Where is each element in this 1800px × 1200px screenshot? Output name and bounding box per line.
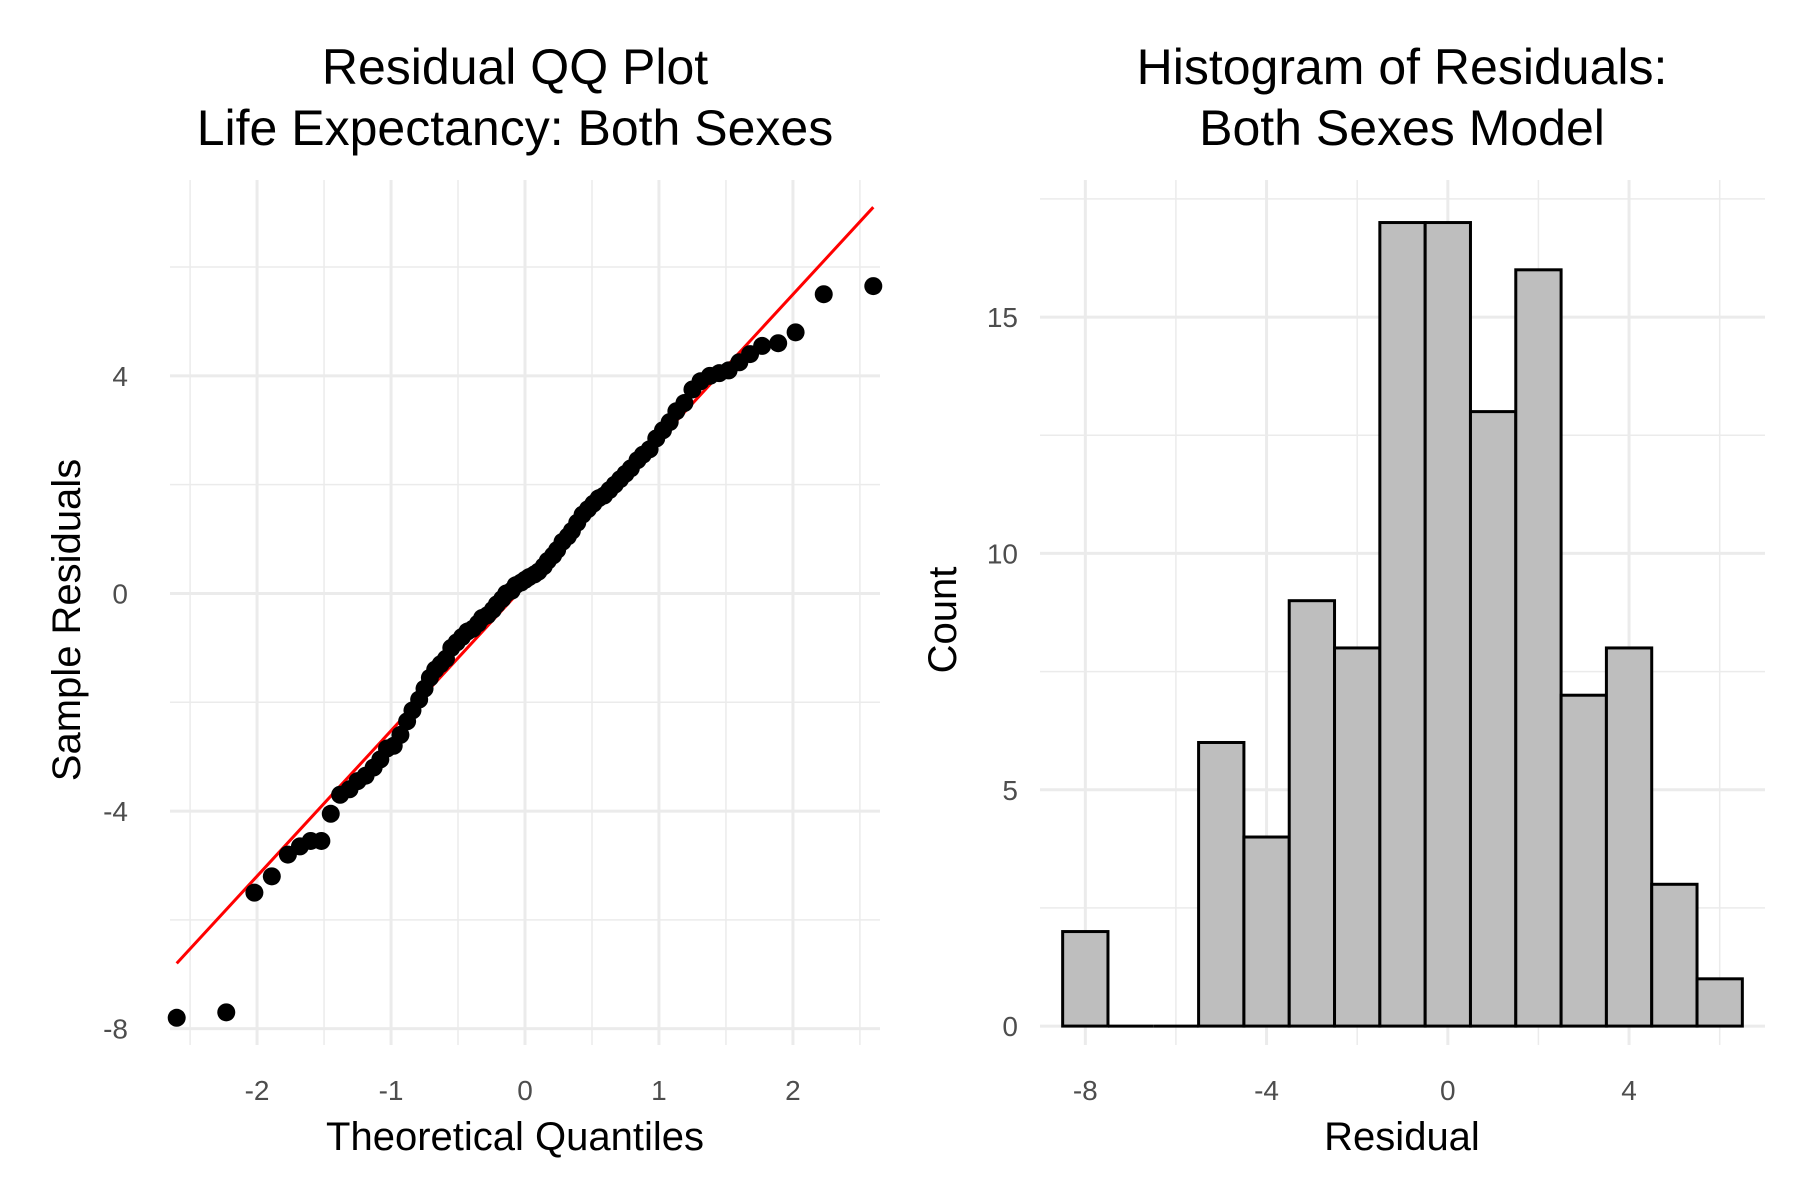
qq-point: [262, 867, 281, 886]
qq-point: [217, 1003, 236, 1022]
qq-point: [786, 323, 805, 342]
histogram-bar: [1468, 410, 1518, 1028]
histogram-bar: [1061, 930, 1110, 1028]
histogram-bars: [1061, 221, 1744, 1028]
qq-y-tick-labels: -8 -4 0 4: [103, 361, 128, 1045]
qq-y-tick-label: 0: [112, 578, 128, 609]
qq-point: [245, 883, 264, 902]
histogram-title-line2: Both Sexes Model: [1199, 100, 1605, 156]
histogram-y-tick-labels: 0 5 10 15: [987, 302, 1018, 1042]
histogram-x-tick-label: -8: [1073, 1075, 1098, 1106]
qq-point: [769, 334, 788, 353]
qq-x-tick-label: -1: [379, 1075, 404, 1106]
qq-x-tick-label: 1: [651, 1075, 667, 1106]
histogram-bar: [1287, 599, 1337, 1028]
histogram-x-tick-labels: -8 -4 0 4: [1073, 1075, 1637, 1106]
qq-x-tick-label: 0: [517, 1075, 533, 1106]
histogram-y-tick-label: 10: [987, 538, 1018, 569]
histogram-y-tick-label: 5: [1002, 775, 1018, 806]
histogram-bar: [1242, 835, 1291, 1028]
histogram-bar: [1514, 268, 1563, 1028]
histogram-bar: [1423, 221, 1472, 1028]
histogram-bar: [1197, 740, 1246, 1028]
histogram-x-tick-label: 0: [1440, 1075, 1456, 1106]
qq-title-line1: Residual QQ Plot: [322, 39, 708, 95]
qq-points: [167, 277, 883, 1027]
histogram-bar: [1559, 693, 1608, 1028]
histogram-panel: -8 -4 0 4 0 5 10 15 Histogram of Residuals: Bo…: [921, 39, 1765, 1159]
qq-x-tick-label: 2: [785, 1075, 801, 1106]
histogram-x-axis-title: Residual: [1324, 1115, 1480, 1159]
histogram-bar: [1695, 977, 1744, 1028]
qq-point: [167, 1008, 186, 1027]
histogram-title-line1: Histogram of Residuals:: [1137, 39, 1668, 95]
qq-title-line2: Life Expectancy: Both Sexes: [197, 100, 833, 156]
histogram-y-tick-label: 0: [1002, 1011, 1018, 1042]
histogram-y-axis-title: Count: [921, 567, 965, 674]
histogram-bar: [1378, 221, 1427, 1028]
qq-y-tick-label: -4: [103, 796, 128, 827]
qq-point: [391, 725, 410, 744]
qq-point: [675, 394, 694, 413]
qq-x-tick-labels: -2 -1 0 1 2: [245, 1075, 801, 1106]
histogram-x-tick-label: 4: [1621, 1075, 1637, 1106]
histogram-bar: [1604, 646, 1654, 1028]
histogram-bar: [1650, 882, 1699, 1028]
histogram-x-tick-label: -4: [1254, 1075, 1279, 1106]
qq-x-tick-label: -2: [245, 1075, 270, 1106]
histogram-y-tick-label: 15: [987, 302, 1018, 333]
qq-plot-panel: -2 -1 0 1 2 -8 -4 0 4 Residual QQ Plot Life Exp…: [45, 39, 883, 1159]
qq-point: [312, 831, 331, 850]
qq-x-axis-title: Theoretical Quantiles: [326, 1115, 704, 1159]
qq-point: [864, 277, 883, 296]
qq-y-tick-label: -8: [103, 1014, 128, 1045]
qq-y-tick-label: 4: [112, 361, 128, 392]
qq-point: [814, 285, 833, 304]
qq-grid: [170, 180, 880, 1045]
histogram-bar: [1333, 646, 1382, 1028]
qq-y-axis-title: Sample Residuals: [45, 459, 89, 781]
qq-point: [321, 804, 340, 823]
qq-point: [753, 336, 772, 355]
